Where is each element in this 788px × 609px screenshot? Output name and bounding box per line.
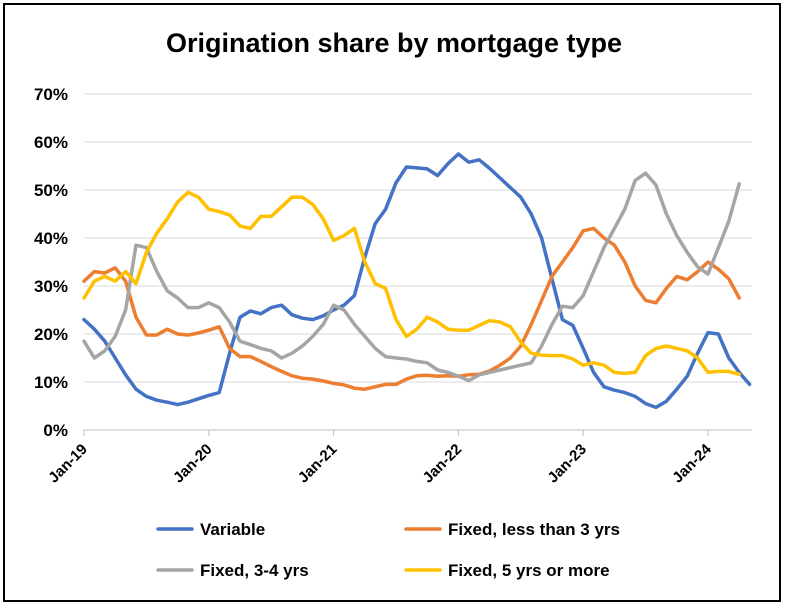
y-tick-label: 50% (34, 181, 68, 200)
x-tick-label: Jan-20 (170, 441, 216, 487)
x-tick-label: Jan-19 (45, 441, 91, 487)
legend-label: Fixed, 3-4 yrs (200, 561, 309, 580)
series-line-variable (82, 152, 752, 410)
x-tick-label: Jan-22 (420, 441, 466, 487)
y-tick-label: 60% (34, 133, 68, 152)
y-tick-label: 70% (34, 85, 68, 104)
y-tick-label: 20% (34, 325, 68, 344)
x-axis: Jan-19 Jan-20 Jan-21 Jan-22 Jan-23 Jan-24 (45, 430, 715, 486)
legend-label: Fixed, 5 yrs or more (448, 561, 610, 580)
y-tick-label: 40% (34, 229, 68, 248)
y-axis-ticks: 0% 10% 20% 30% 40% 50% 60% 70% (34, 85, 68, 440)
series-lines (82, 152, 752, 410)
gridlines (84, 93, 752, 431)
x-tick-label: Jan-23 (544, 441, 590, 487)
y-tick-label: 10% (34, 373, 68, 392)
y-tick-label: 0% (43, 421, 68, 440)
chart-title: Origination share by mortgage type (165, 28, 623, 58)
series-line-fixed-3-4-yrs (82, 171, 741, 383)
series-line-fixed-less-than-3-yrs (82, 226, 741, 391)
series-line-fixed-5-yrs-or-more (82, 190, 741, 377)
x-tick-label: Jan-21 (295, 441, 341, 487)
legend-label: Variable (200, 520, 265, 539)
legend-label: Fixed, less than 3 yrs (448, 520, 620, 539)
y-tick-label: 30% (34, 277, 68, 296)
legend: Variable Fixed, less than 3 yrs Fixed, 3-4… (156, 520, 620, 580)
x-tick-label: Jan-24 (669, 440, 715, 486)
